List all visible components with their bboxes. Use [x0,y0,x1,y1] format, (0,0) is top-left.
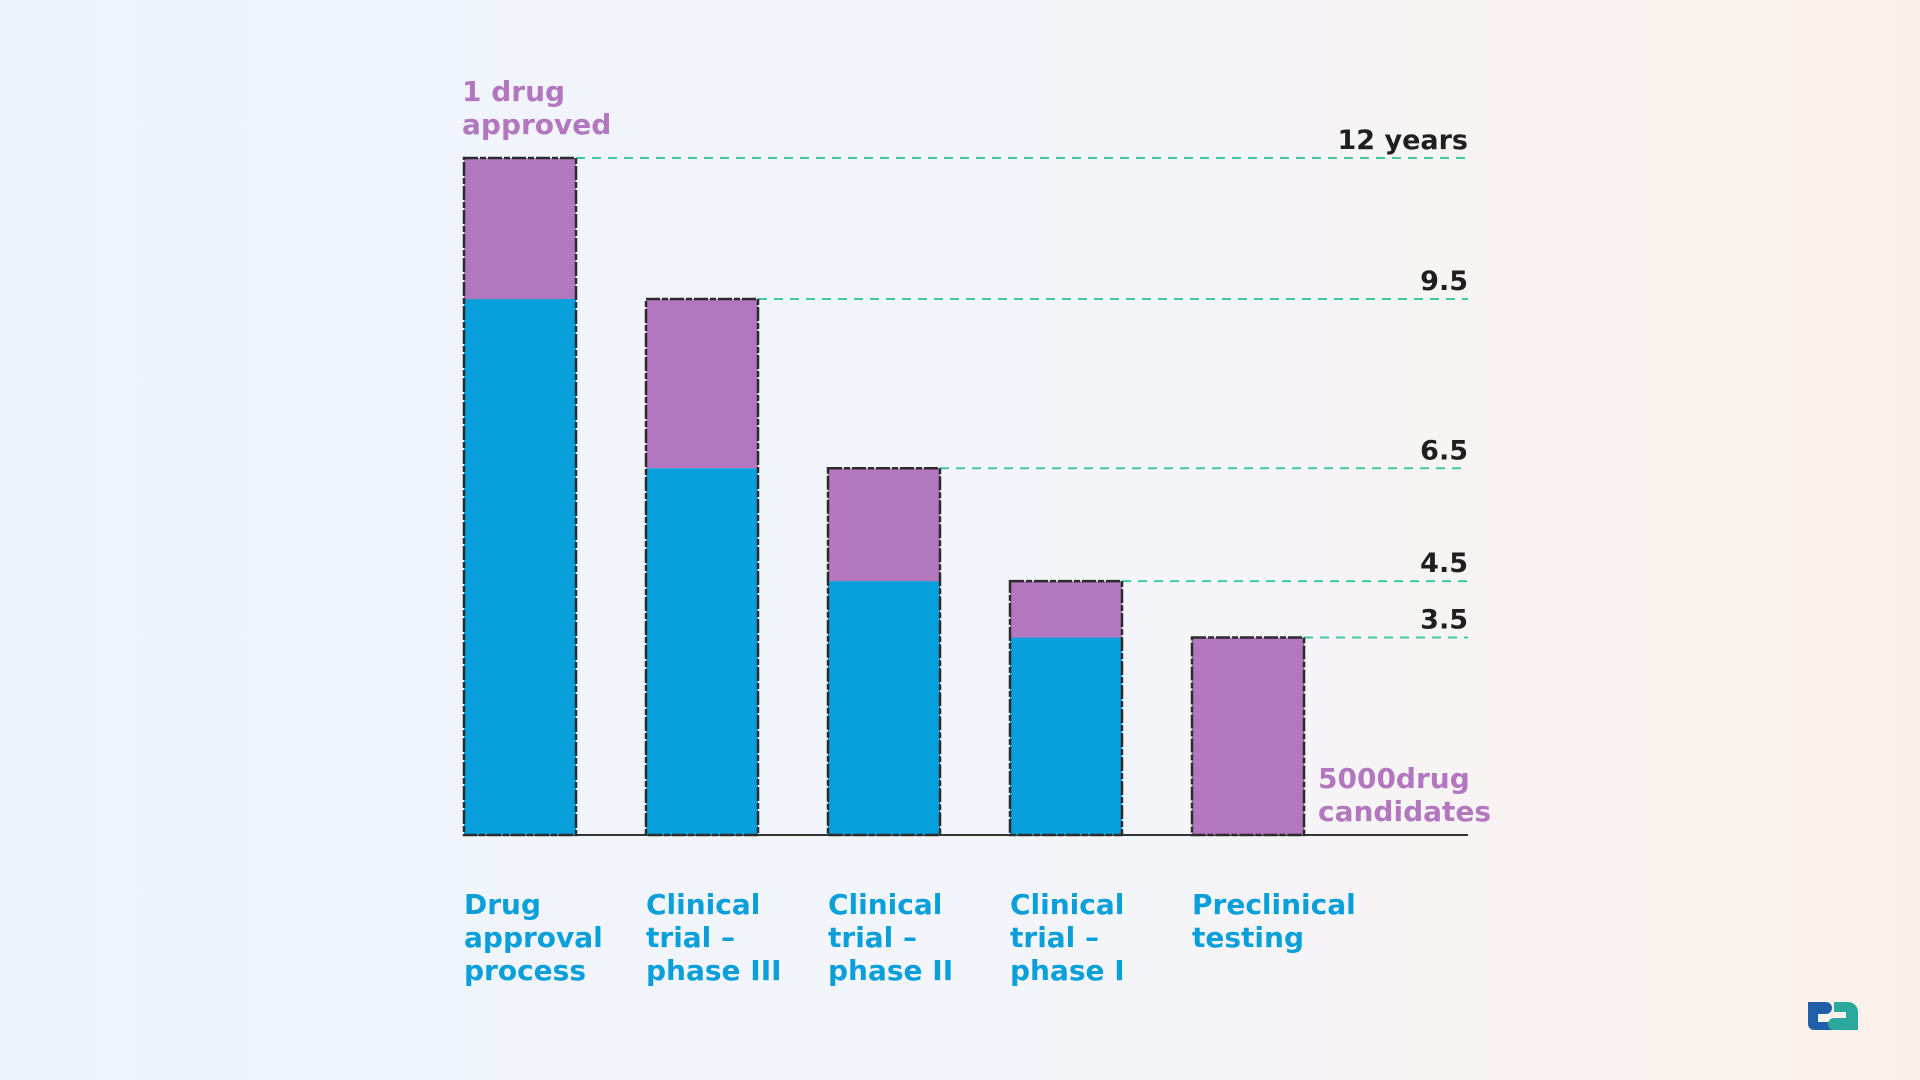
category-label-phase-ii: Clinical trial – phase II [828,888,954,987]
bar-outline-3 [1008,579,1124,837]
category-label-phase-iii: Clinical trial – phase III [646,888,782,987]
brand-logo-icon [1808,1002,1858,1030]
candidates-annotation: 5000drug candidates [1318,762,1492,828]
reference-label-2: 6.5 [1420,435,1468,466]
reference-label-3: 4.5 [1420,548,1468,579]
bar-segment-0-1 [464,158,576,300]
bar-outline-1 [644,297,760,837]
bar-segment-2-1 [828,468,940,582]
category-label-phase-i: Clinical trial – phase I [1010,888,1125,987]
category-label-preclinical: Preclinical testing [1192,888,1356,954]
bar-segment-1-0 [646,468,758,835]
bar-segment-2-0 [828,581,940,835]
reference-label-0: 12 years [1338,125,1469,156]
bar-segment-4-1 [1192,637,1304,835]
approved-annotation: 1 drug approved [462,75,612,141]
bar-segment-3-0 [1010,637,1122,835]
bar-outline-0 [462,156,578,837]
bar-segment-3-1 [1010,581,1122,638]
category-label-drug-approval: Drug approval process [464,888,603,987]
reference-label-1: 9.5 [1420,266,1468,297]
bar-segment-1-1 [646,299,758,469]
bar-outline-2 [826,467,942,837]
bar-outline-4 [1190,636,1306,837]
bar-segment-0-0 [464,299,576,836]
reference-label-4: 3.5 [1420,605,1468,636]
